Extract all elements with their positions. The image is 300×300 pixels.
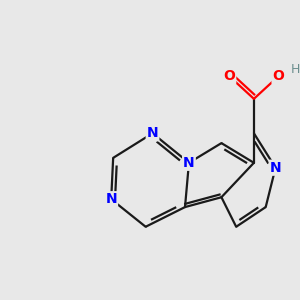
Text: N: N [147,126,158,140]
Text: O: O [224,69,235,83]
Text: H: H [290,63,300,76]
Text: N: N [183,156,195,170]
Text: N: N [270,161,281,175]
Text: O: O [273,69,284,83]
Text: N: N [105,192,117,206]
